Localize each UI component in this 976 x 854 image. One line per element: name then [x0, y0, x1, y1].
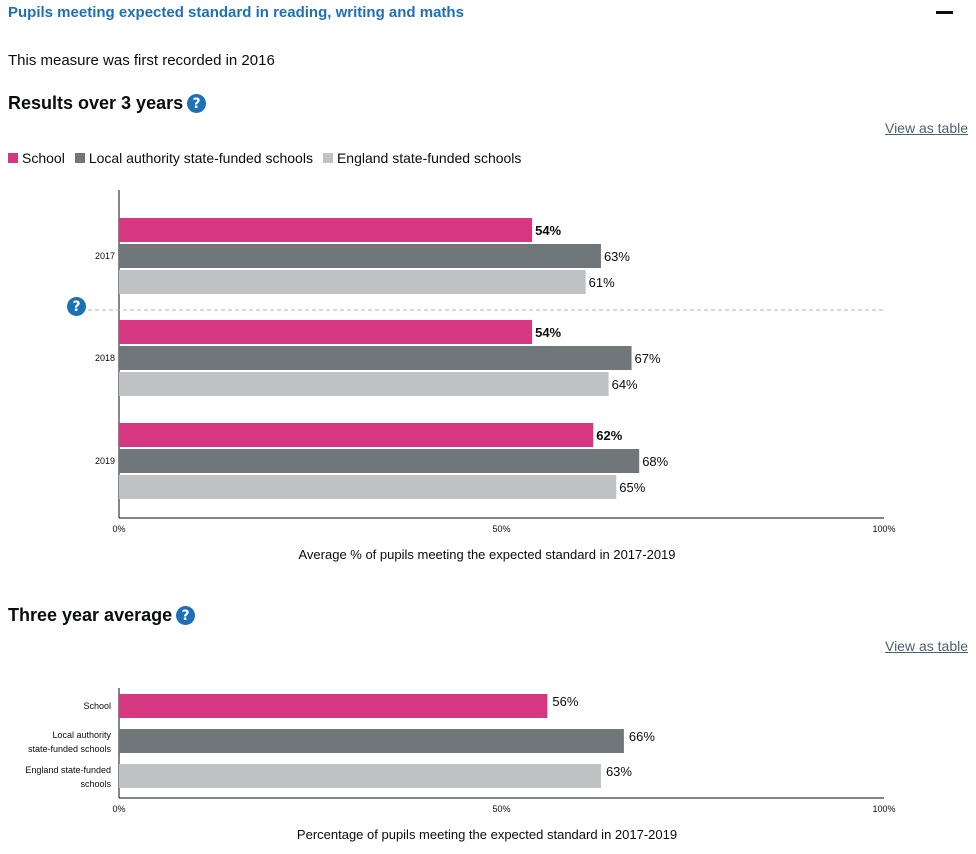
- tick-label: 100%: [872, 524, 895, 534]
- average-view-table-link[interactable]: View as table: [884, 638, 968, 654]
- results-heading-text: Results over 3 years: [8, 93, 184, 113]
- data-label: 63%: [606, 764, 632, 779]
- category-label: schools: [80, 779, 111, 789]
- data-label: 56%: [552, 694, 578, 709]
- data-label: 54%: [535, 325, 561, 340]
- intro-text: This measure was first recorded in 2016: [8, 52, 275, 69]
- chart-legend: School Local authority state-funded scho…: [8, 150, 521, 166]
- category-label: England state-funded: [25, 765, 111, 775]
- legend-swatch-school: [8, 153, 18, 163]
- legend-label-school: School: [22, 150, 65, 166]
- legend-swatch-england: [322, 153, 333, 163]
- legend-item-school: School: [8, 150, 65, 166]
- collapse-icon[interactable]: [936, 11, 953, 14]
- bar: [119, 270, 586, 294]
- data-label: 64%: [612, 377, 638, 392]
- data-label: 66%: [629, 729, 655, 744]
- category-label: state-funded schools: [28, 744, 112, 754]
- help-icon[interactable]: ?: [187, 94, 207, 113]
- data-label: 61%: [589, 275, 615, 290]
- category-label: 2018: [95, 353, 115, 363]
- category-label: 2017: [95, 251, 115, 261]
- category-label: School: [83, 701, 111, 711]
- bar: [119, 423, 594, 447]
- results-heading: Results over 3 years ?: [8, 93, 207, 114]
- results-axis-title: Average % of pupils meeting the expected…: [298, 547, 676, 562]
- legend-item-local-authority: Local authority state-funded schools: [74, 150, 313, 166]
- bar: [119, 694, 548, 718]
- data-label: 65%: [619, 480, 645, 495]
- average-heading-text: Three year average: [8, 605, 173, 625]
- bar: [119, 244, 601, 268]
- legend-swatch-local-authority: [74, 153, 85, 163]
- data-label: 68%: [642, 454, 668, 469]
- data-label: 67%: [635, 351, 661, 366]
- bar: [119, 475, 617, 499]
- bar: [119, 449, 640, 473]
- tick-label: 100%: [872, 804, 895, 814]
- bar: [119, 346, 632, 370]
- chart-help-icon[interactable]: ?: [67, 297, 86, 316]
- category-label: 2019: [95, 456, 115, 466]
- results-view-table-link[interactable]: View as table: [884, 120, 968, 136]
- tick-label: 0%: [112, 804, 125, 814]
- category-label: Local authority: [52, 730, 111, 740]
- tick-label: 0%: [112, 524, 125, 534]
- average-axis-title: Percentage of pupils meeting the expecte…: [296, 827, 678, 842]
- bar: [119, 729, 624, 753]
- section-title[interactable]: Pupils meeting expected standard in read…: [8, 4, 464, 21]
- tick-label: 50%: [492, 524, 510, 534]
- data-label: 62%: [596, 428, 622, 443]
- data-label: 54%: [535, 223, 561, 238]
- data-label: 63%: [604, 249, 630, 264]
- bar: [119, 372, 609, 396]
- tick-label: 50%: [492, 804, 510, 814]
- results-chart: 2017 54% 63% 61% 2018 54% 67% 64% 2019 62% 68% 65% 0…: [88, 190, 896, 534]
- average-heading: Three year average ?: [8, 605, 196, 626]
- legend-item-england: England state-funded schools: [322, 150, 522, 166]
- legend-label-england: England state-funded schools: [336, 150, 522, 166]
- bar: [119, 320, 533, 344]
- bar: [119, 218, 533, 242]
- legend-label-local-authority: Local authority state-funded schools: [88, 150, 313, 166]
- bar: [119, 764, 601, 788]
- help-icon[interactable]: ?: [176, 606, 196, 625]
- average-chart: 56% School 66% Local authority state-funded …: [25, 688, 896, 814]
